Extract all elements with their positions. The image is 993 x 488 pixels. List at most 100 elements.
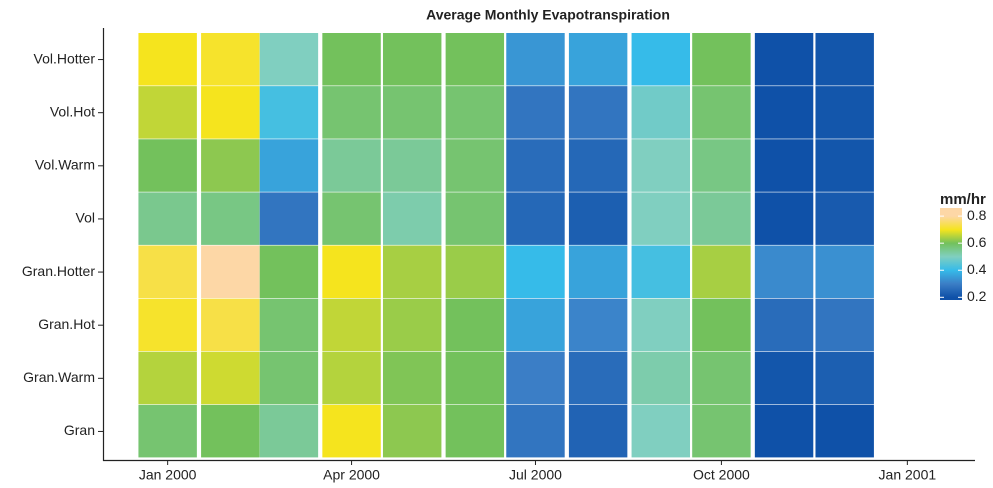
heat-cell — [322, 192, 381, 245]
heat-cell — [322, 139, 381, 192]
colorbar — [940, 208, 962, 300]
heat-cell — [568, 245, 628, 299]
heat-cell — [138, 86, 197, 139]
y-tick-label: Gran — [64, 422, 95, 438]
x-tick-label: Oct 2000 — [693, 467, 750, 483]
heat-cell — [815, 86, 874, 139]
heat-cell — [568, 404, 628, 458]
heat-cell — [382, 139, 442, 192]
heat-cell — [259, 192, 319, 245]
heat-cell — [382, 33, 442, 86]
heat-cell — [815, 404, 874, 458]
heat-cell — [692, 33, 751, 86]
heat-cell — [692, 404, 751, 458]
heat-cell — [259, 245, 319, 299]
x-tick-label: Apr 2000 — [323, 467, 380, 483]
heat-cell — [815, 139, 874, 192]
heat-cell — [506, 245, 565, 299]
heat-cell — [815, 245, 874, 299]
heat-cell — [692, 192, 751, 245]
heat-cell — [506, 351, 565, 405]
x-tick-label: Jul 2000 — [509, 467, 562, 483]
y-tick-label: Gran.Hotter — [22, 263, 95, 279]
heat-cell — [382, 351, 442, 405]
heat-cell — [754, 192, 814, 245]
heat-cell — [445, 192, 505, 245]
heat-cell — [138, 245, 197, 299]
heat-cell — [201, 139, 260, 192]
heat-cell — [259, 86, 319, 139]
heat-cell — [754, 404, 814, 458]
heat-cell — [631, 192, 691, 245]
heat-cell — [568, 33, 628, 86]
heat-cell — [815, 192, 874, 245]
heat-cell — [754, 86, 814, 139]
heat-cell — [201, 245, 260, 299]
heat-cell — [568, 139, 628, 192]
heat-cell — [382, 404, 442, 458]
heat-cell — [322, 33, 381, 86]
colorbar-tick-label: 0.4 — [967, 261, 987, 277]
y-tick-label: Vol.Hotter — [34, 50, 96, 66]
heat-cell — [754, 33, 814, 86]
heat-cell — [506, 86, 565, 139]
heat-cell — [754, 139, 814, 192]
heat-cell — [506, 192, 565, 245]
heat-cell — [382, 298, 442, 352]
heat-cell — [506, 139, 565, 192]
heat-cell — [322, 404, 381, 458]
heat-cell — [259, 351, 319, 405]
heat-cell — [445, 404, 505, 458]
heat-cell — [445, 33, 505, 86]
heat-cell — [445, 86, 505, 139]
heat-cell — [631, 245, 691, 299]
heat-cell — [506, 404, 565, 458]
heat-cell — [382, 192, 442, 245]
heat-cell — [382, 86, 442, 139]
heat-cell — [815, 298, 874, 352]
heat-cell — [259, 139, 319, 192]
heat-cell — [201, 33, 260, 86]
heat-cell — [754, 245, 814, 299]
heat-cell — [138, 192, 197, 245]
heat-cell — [138, 139, 197, 192]
heat-cell — [506, 33, 565, 86]
heat-cell — [259, 404, 319, 458]
heat-cell — [445, 351, 505, 405]
x-tick-label: Jan 2001 — [879, 467, 937, 483]
heat-cell — [692, 86, 751, 139]
heat-cell — [815, 351, 874, 405]
colorbar-tick-label: 0.2 — [967, 288, 987, 304]
heat-cell — [692, 139, 751, 192]
heat-cell — [631, 139, 691, 192]
heat-cell — [692, 245, 751, 299]
heat-cell — [138, 298, 197, 352]
x-tick-label: Jan 2000 — [139, 467, 197, 483]
heat-cell — [322, 351, 381, 405]
y-tick-label: Vol.Warm — [35, 157, 95, 173]
heat-cell — [322, 86, 381, 139]
heat-cell — [568, 86, 628, 139]
heat-cell — [259, 298, 319, 352]
heat-cell — [445, 139, 505, 192]
heat-cell — [445, 298, 505, 352]
heat-cell — [631, 298, 691, 352]
y-tick-label: Gran.Hot — [38, 316, 95, 332]
heat-cell — [201, 192, 260, 245]
heat-cell — [631, 404, 691, 458]
heat-cell — [568, 192, 628, 245]
heat-cell — [322, 245, 381, 299]
heat-cell — [631, 86, 691, 139]
heat-cell — [815, 33, 874, 86]
heat-cell — [692, 351, 751, 405]
heat-cell — [568, 298, 628, 352]
heat-cell — [692, 298, 751, 352]
heat-cell — [631, 351, 691, 405]
heat-cell — [201, 351, 260, 405]
colorbar-tick-label: 0.8 — [967, 207, 987, 223]
heat-cell — [754, 298, 814, 352]
heat-cell — [445, 245, 505, 299]
heat-cell — [568, 351, 628, 405]
heat-cell — [201, 86, 260, 139]
